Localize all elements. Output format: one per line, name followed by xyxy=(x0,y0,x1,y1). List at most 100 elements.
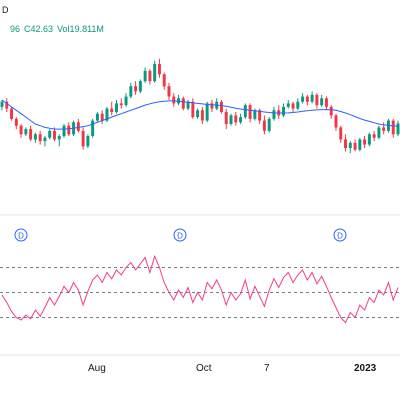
candle-body xyxy=(38,134,42,142)
dividend-marker[interactable]: D xyxy=(333,228,347,242)
candle-body xyxy=(138,81,142,92)
candle-body xyxy=(33,134,37,140)
candle-body xyxy=(258,110,262,121)
candle-body xyxy=(53,130,56,140)
candle-body xyxy=(344,139,347,148)
candle-body xyxy=(148,70,152,82)
legend-open-fragment: 96 xyxy=(10,24,21,34)
candle-body xyxy=(200,110,204,121)
candle-body xyxy=(129,86,133,97)
candle-body xyxy=(329,106,333,116)
candle-body xyxy=(305,96,309,102)
candle-body xyxy=(191,101,195,118)
moving-average-line xyxy=(1,99,399,130)
dividend-marker[interactable]: D xyxy=(173,228,187,242)
candle-body xyxy=(0,101,4,107)
candle-body xyxy=(57,136,61,140)
candle-body xyxy=(358,139,362,150)
candle-body xyxy=(324,98,328,107)
candle-body xyxy=(24,129,28,135)
x-axis-label-oct: Oct xyxy=(196,363,212,374)
candle-body xyxy=(105,108,109,121)
rsi-bands xyxy=(0,267,400,318)
candle-body xyxy=(10,108,14,119)
candle-body xyxy=(234,115,238,123)
candle-body xyxy=(19,125,23,135)
candle-body xyxy=(119,103,123,106)
candle-body xyxy=(153,64,157,82)
candle-body xyxy=(315,94,319,106)
candle-body xyxy=(382,127,386,131)
candle-body xyxy=(320,98,324,106)
x-axis-label-7: 7 xyxy=(264,363,270,374)
candle-body xyxy=(391,120,395,135)
candle-body xyxy=(162,74,166,87)
rsi-line xyxy=(1,254,399,324)
candle-body xyxy=(286,103,290,107)
candle-body xyxy=(396,123,400,135)
candle-body xyxy=(134,86,138,92)
dividend-marker[interactable]: D xyxy=(14,228,28,242)
candle-body xyxy=(67,125,71,135)
candle-body xyxy=(262,120,266,131)
candle-body xyxy=(29,129,33,140)
candle-body xyxy=(239,117,243,123)
candle-body xyxy=(291,103,295,109)
x-axis-label-2023: 2023 xyxy=(354,363,377,374)
dividend-marker-circle xyxy=(333,228,347,242)
legend-volume: Vol19.811M xyxy=(57,24,104,34)
candle-body xyxy=(372,134,376,138)
candle-body xyxy=(243,105,247,118)
candle-body xyxy=(310,94,314,102)
candle-body xyxy=(76,122,80,131)
candle-body xyxy=(219,101,223,112)
candle-body xyxy=(224,112,228,124)
candle-body xyxy=(282,106,285,116)
dividend-marker-label: D xyxy=(177,232,183,241)
candle-body xyxy=(339,127,343,140)
candle-body xyxy=(210,103,214,109)
x-axis-label-aug: Aug xyxy=(88,363,106,374)
candle-body xyxy=(14,118,18,126)
candle-body xyxy=(172,96,176,104)
candle-body xyxy=(253,110,257,119)
legend-values: 96 C42.63 Vol19.811M xyxy=(10,24,108,34)
candle-body xyxy=(81,130,85,147)
candle-body xyxy=(43,137,47,142)
candle-body xyxy=(62,125,66,136)
candles-series xyxy=(0,58,400,154)
candle-body xyxy=(196,110,200,118)
candle-body xyxy=(100,113,104,121)
dividend-marker-circle xyxy=(14,228,28,242)
candle-body xyxy=(110,108,114,112)
candle-body xyxy=(91,120,95,136)
candle-body xyxy=(248,105,252,119)
legend-close: C42.63 xyxy=(24,24,54,34)
legend-symbol-fragment: D xyxy=(2,5,9,15)
candle-body xyxy=(363,139,367,145)
candle-body xyxy=(157,64,161,75)
candle-body xyxy=(334,115,338,128)
dividend-marker-label: D xyxy=(18,232,24,241)
candle-body xyxy=(205,103,209,121)
candle-body xyxy=(272,110,276,119)
candle-body xyxy=(115,103,118,112)
candle-body xyxy=(124,96,128,106)
dividend-marker-circle xyxy=(173,228,187,242)
candle-body xyxy=(229,115,233,124)
candle-body xyxy=(301,96,305,102)
dividend-marker-label: D xyxy=(337,232,343,241)
candle-body xyxy=(296,101,300,109)
candle-body xyxy=(353,142,357,150)
candle-body xyxy=(143,70,147,82)
candle-body xyxy=(367,134,371,145)
candle-body xyxy=(267,118,271,131)
candle-body xyxy=(5,101,9,109)
candle-body xyxy=(377,127,381,138)
candle-body xyxy=(186,101,190,109)
candle-body xyxy=(86,136,90,147)
candle-body xyxy=(167,86,171,97)
candle-body xyxy=(95,113,99,121)
